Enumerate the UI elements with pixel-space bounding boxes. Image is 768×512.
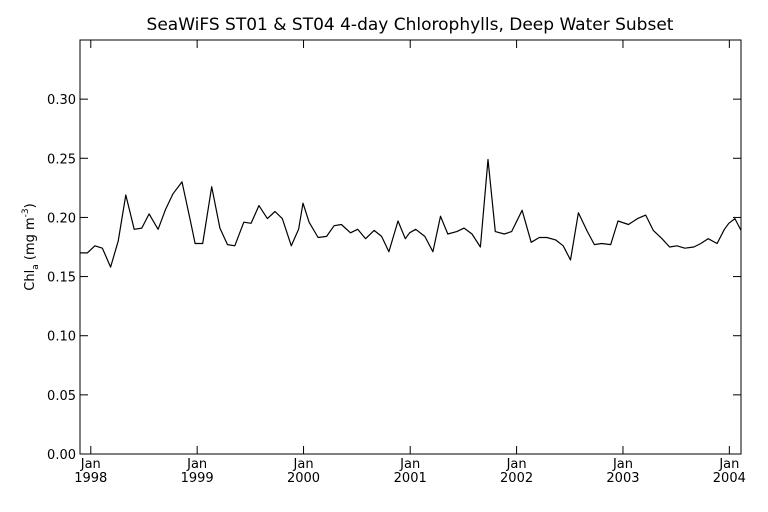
y-axis-label-superscript: -3 (21, 208, 31, 217)
y-tick-label: 0.25 (47, 152, 76, 167)
x-tick-month: Jan (718, 457, 739, 472)
x-tick-year: 2004 (713, 471, 746, 486)
y-tick-label: 0.05 (47, 389, 76, 404)
series-group (80, 158, 742, 268)
y-tick-label: 0.20 (47, 211, 76, 226)
series-line (80, 158, 742, 268)
x-tick-year: 1998 (74, 471, 107, 486)
x-tick-month: Jan (186, 457, 207, 472)
x-tick-month: Jan (612, 457, 633, 472)
x-tick-year: 2002 (500, 471, 533, 486)
x-tick-month: Jan (80, 457, 101, 472)
x-tick-year: 2000 (287, 471, 320, 486)
y-tick-label: 0.10 (47, 330, 76, 345)
x-tick-year: 2003 (606, 471, 639, 486)
y-axis-label-units-close: ) (23, 203, 38, 208)
y-axis-label-prefix: Chl (23, 270, 38, 291)
x-tick-month: Jan (506, 457, 527, 472)
x-axis: Jan1998Jan1999Jan2000Jan2001Jan2002Jan20… (74, 40, 746, 486)
x-tick-month: Jan (293, 457, 314, 472)
plot-frame (79, 39, 742, 455)
y-axis-label-subscript: a (31, 264, 41, 270)
x-tick-year: 2001 (394, 471, 427, 486)
y-tick-label: 0.30 (47, 93, 76, 108)
x-tick-year: 1999 (181, 471, 214, 486)
y-tick-label: 0.15 (47, 271, 76, 286)
y-axis-label-units-open: (mg m (23, 217, 38, 264)
x-tick-month: Jan (399, 457, 420, 472)
y-tick-label: 0.00 (47, 448, 76, 463)
chart-title: SeaWiFS ST01 & ST04 4-day Chlorophylls, … (147, 15, 674, 35)
y-axis: 0.00 0.05 0.10 0.15 0.20 0.25 0.30 (47, 93, 741, 463)
y-axis-label: Chla (mg m-3) (21, 203, 41, 290)
